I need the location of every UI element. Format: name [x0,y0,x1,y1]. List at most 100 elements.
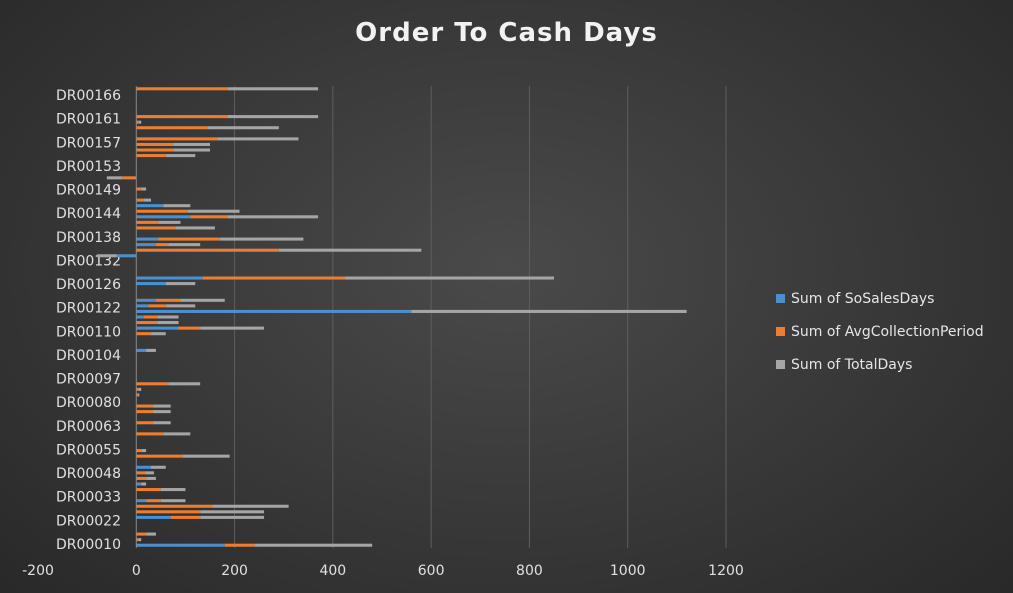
bar-totaldays [165,282,196,286]
bar-totaldays [212,504,289,508]
bar-sosalesdays [136,315,144,319]
bar-avgcollectionperiod [146,499,161,503]
bar-totaldays [165,154,196,158]
bar-totaldays [227,215,319,219]
bar-totaldays [207,126,279,130]
y-tick-label: DR00097 [56,372,121,388]
bar-totaldays [141,187,147,191]
bar-totaldays [138,538,142,542]
y-tick-label: DR00126 [56,277,121,293]
bar-sosalesdays [136,326,179,330]
bar-sosalesdays [136,348,147,352]
bar-totaldays [163,204,191,208]
bar-totaldays [163,432,191,436]
legend-label-sosalesdays: Sum of SoSalesDays [791,290,935,307]
x-tick-label: 1200 [708,563,744,579]
bar-totaldays [217,137,299,141]
y-tick-label: DR00033 [56,490,121,506]
bar-avgcollectionperiod [136,387,139,391]
bar-avgcollectionperiod [136,137,218,141]
bar-totaldays [138,387,142,391]
bar-avgcollectionperiod [136,471,146,475]
x-tick-label: 600 [418,563,445,579]
bar-totaldays [411,309,687,313]
bar-totaldays [151,332,166,336]
bar-avgcollectionperiod [158,237,220,241]
y-tick-label: DR00063 [56,419,121,435]
bar-totaldays [137,393,140,397]
bar-sosalesdays [136,543,225,547]
bar-sosalesdays [136,309,412,313]
y-tick-label: DR00110 [56,324,121,340]
bar-avgcollectionperiod [136,321,158,325]
bar-totaldays [157,321,179,325]
bar-avgcollectionperiod [121,176,137,180]
bar-avgcollectionperiod [136,148,174,152]
bar-totaldays [160,499,186,503]
bar-totaldays [160,488,186,492]
bar-avgcollectionperiod [136,510,201,514]
y-tick-label: DR00149 [56,183,121,199]
legend-item: Sum of AvgCollectionPeriod [776,315,984,348]
legend-label-totaldays: Sum of TotalDays [791,356,913,373]
y-tick-label: DR00022 [56,513,121,529]
legend-swatch-sosalesdays [776,294,785,303]
bar-avgcollectionperiod [136,410,154,414]
bar-avgcollectionperiod [202,276,346,280]
bar-avgcollectionperiod [178,326,201,330]
bar-avgcollectionperiod [136,538,139,542]
legend-swatch-avgcollectionperiod [776,327,785,336]
bar-totaldays [96,254,117,258]
bar-avgcollectionperiod [136,532,147,536]
y-tick-label: DR00104 [56,348,121,364]
bar-avgcollectionperiod [136,126,208,130]
bar-avgcollectionperiod [155,243,169,247]
x-tick-label: 400 [319,563,346,579]
bar-avgcollectionperiod [136,382,169,386]
bar-totaldays [200,510,265,514]
bar-sosalesdays [136,237,159,241]
bar-totaldays [153,410,171,414]
bar-totaldays [146,348,156,352]
bar-avgcollectionperiod [136,454,183,458]
bar-totaldays [151,465,166,469]
y-tick-label: DR00048 [56,466,121,482]
legend-item: Sum of TotalDays [776,348,984,381]
bar-totaldays [173,148,210,152]
y-tick-label: DR00080 [56,395,121,411]
y-tick-label: DR00010 [56,537,121,553]
bar-sosalesdays [136,298,156,302]
bar-totaldays [345,276,554,280]
bar-totaldays [158,220,181,224]
bar-avgcollectionperiod [136,449,142,453]
bar-avgcollectionperiod [136,198,144,202]
bar-totaldays [200,326,265,330]
bar-totaldays [278,248,422,252]
bar-sosalesdays [136,243,156,247]
bar-avgcollectionperiod [136,120,139,124]
x-tick-label: 1000 [610,563,646,579]
bar-totaldays [180,298,225,302]
bar-avgcollectionperiod [136,187,142,191]
bar-avgcollectionperiod [170,515,201,519]
bar-totaldays [106,176,122,180]
y-tick-label: DR00122 [56,301,121,317]
y-tick-label: DR00055 [56,442,121,458]
bar-sosalesdays [136,499,147,503]
x-tick-label: -200 [22,563,54,579]
bar-totaldays [173,142,210,146]
bar-sosalesdays [136,304,149,308]
bar-avgcollectionperiod [136,476,147,480]
bar-totaldays [138,120,142,124]
bar-totaldays [182,454,230,458]
bar-avgcollectionperiod [155,298,181,302]
bar-sosalesdays [136,482,142,486]
bar-totaldays [146,476,156,480]
bar-sosalesdays [136,465,152,469]
bar-sosalesdays [116,254,137,258]
x-tick-label: 200 [221,563,248,579]
bar-totaldays [168,382,201,386]
bar-totaldays [175,226,215,230]
